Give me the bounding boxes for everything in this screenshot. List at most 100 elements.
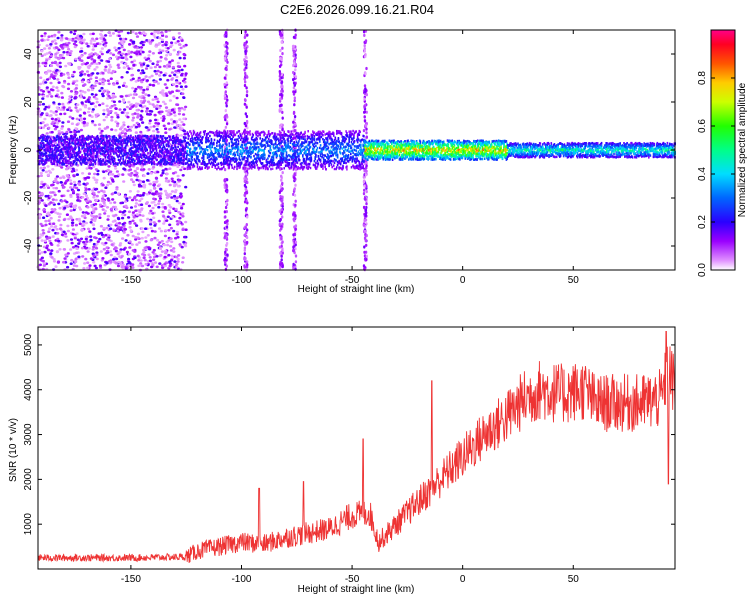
spectrogram-cell (190, 132, 193, 135)
spectrogram-cell (86, 143, 89, 146)
spectrogram-cell (92, 163, 94, 166)
spectrogram-cell (92, 176, 96, 179)
spectrogram-cell (163, 262, 167, 266)
spectrogram-streak-cell (294, 183, 297, 187)
spectrogram-cell (155, 63, 159, 66)
spectrogram-cell (117, 158, 120, 161)
spectrogram-cell (95, 37, 99, 41)
spectrogram-cell (142, 101, 146, 104)
spectrogram-cell (84, 194, 88, 197)
spectrogram-cell (104, 233, 108, 237)
spectrogram-cell (142, 71, 146, 75)
spectrogram-cell (168, 99, 172, 102)
spectrogram-cell (47, 126, 51, 130)
spectrogram-cell (77, 38, 81, 41)
spectrogram-cell (89, 39, 93, 42)
spectrogram-cell (128, 173, 132, 176)
spectrogram-cell (86, 261, 90, 265)
spectrogram-cell (165, 109, 169, 113)
spectrogram-cell (57, 48, 61, 52)
spectrogram-cell (47, 169, 51, 173)
spectrogram-cell (110, 158, 112, 161)
spectrogram-cell (169, 244, 173, 248)
spectrogram-cell (131, 263, 135, 266)
spectrogram-cell (100, 52, 104, 56)
spectrogram-cell (58, 139, 60, 142)
spectrogram-cell (82, 157, 85, 161)
spectrogram-streak-cell (365, 66, 368, 71)
spectrogram-cell (96, 172, 100, 176)
spectrogram-cell (97, 142, 100, 145)
spectrogram-streak-cell (226, 219, 229, 223)
spectrogram-cell (53, 193, 57, 197)
spectrogram-cell (59, 108, 63, 111)
spectrogram-cell (60, 200, 64, 203)
spectrogram-cell (96, 152, 99, 155)
spectrogram-cell (113, 201, 117, 204)
spectrogram-streak-cell (364, 239, 367, 243)
spectrogram-cell (137, 183, 141, 187)
spectrogram-cell (103, 38, 107, 42)
spectrogram-cell (190, 161, 193, 164)
spectrogram-cell (117, 217, 121, 221)
spectrogram-cell (49, 54, 54, 58)
spectrogram-cell (56, 36, 60, 40)
spectrogram-cell (130, 155, 133, 158)
spectrogram-cell (172, 184, 177, 188)
spectrogram-cell (168, 167, 172, 170)
spectrogram-cell (165, 137, 167, 140)
spectrogram-cell (75, 146, 77, 149)
spectrogram-cell (176, 61, 180, 65)
spectrogram-cell (170, 138, 172, 141)
spectrogram-cell (177, 32, 181, 35)
spectrogram-cell (180, 127, 184, 130)
spectrogram-cell (165, 156, 167, 159)
spectrogram-cell (55, 250, 60, 253)
spectrogram-cell (83, 213, 87, 217)
spectrogram-cell (123, 168, 127, 171)
spectrogram-cell (128, 129, 133, 132)
spectrogram-cell (47, 219, 51, 222)
spectrogram-cell (118, 221, 122, 225)
spectrogram-cell (111, 156, 114, 159)
spectrogram-cell (186, 167, 189, 171)
spectrogram-cell (117, 66, 121, 69)
spectrogram-cell (71, 39, 75, 42)
spectrogram-cell (42, 79, 46, 82)
spectrogram-cell (93, 172, 97, 176)
spectrogram-cell (43, 144, 45, 147)
spectrogram-streak-cell (225, 178, 229, 182)
spectrogram-cell (142, 134, 145, 138)
spectrogram-cell (88, 166, 92, 170)
spectrogram-streak-cell (280, 123, 283, 127)
spectrogram-cell (40, 192, 45, 196)
spectrogram-cell (104, 41, 108, 45)
spectrogram-cell (128, 246, 132, 249)
spectrogram-cell (144, 236, 148, 239)
spectrogram-streak-cell (293, 115, 297, 119)
spectrogram-cell (171, 148, 173, 151)
spectrogram-cell (97, 123, 102, 126)
spectrogram-streak-cell (243, 265, 246, 269)
spectrogram-cell (158, 65, 162, 69)
spectrogram-cell (91, 32, 95, 36)
spectrogram-cell (168, 92, 172, 95)
spectrogram-cell (182, 44, 186, 48)
spectrogram-cell (101, 257, 105, 260)
spectrogram-cell (55, 86, 59, 89)
spectrogram-cell (90, 115, 94, 118)
spectrogram-cell (101, 77, 105, 81)
spectrogram-streak-cell (245, 121, 249, 125)
spectrogram-cell (145, 107, 149, 110)
spectrogram-cell (104, 34, 108, 37)
spectrogram-cell (54, 265, 58, 268)
spectrogram-cell (112, 100, 116, 104)
spectrogram-cell (78, 183, 82, 186)
spectrogram-cell (104, 163, 107, 166)
spectrogram-cell (177, 137, 179, 140)
spectrogram-cell (157, 134, 159, 138)
spectrogram-cell (71, 167, 75, 171)
spectrogram-streak-cell (363, 97, 366, 101)
spectrogram-cell (163, 234, 167, 238)
spectrogram-cell (92, 260, 96, 264)
